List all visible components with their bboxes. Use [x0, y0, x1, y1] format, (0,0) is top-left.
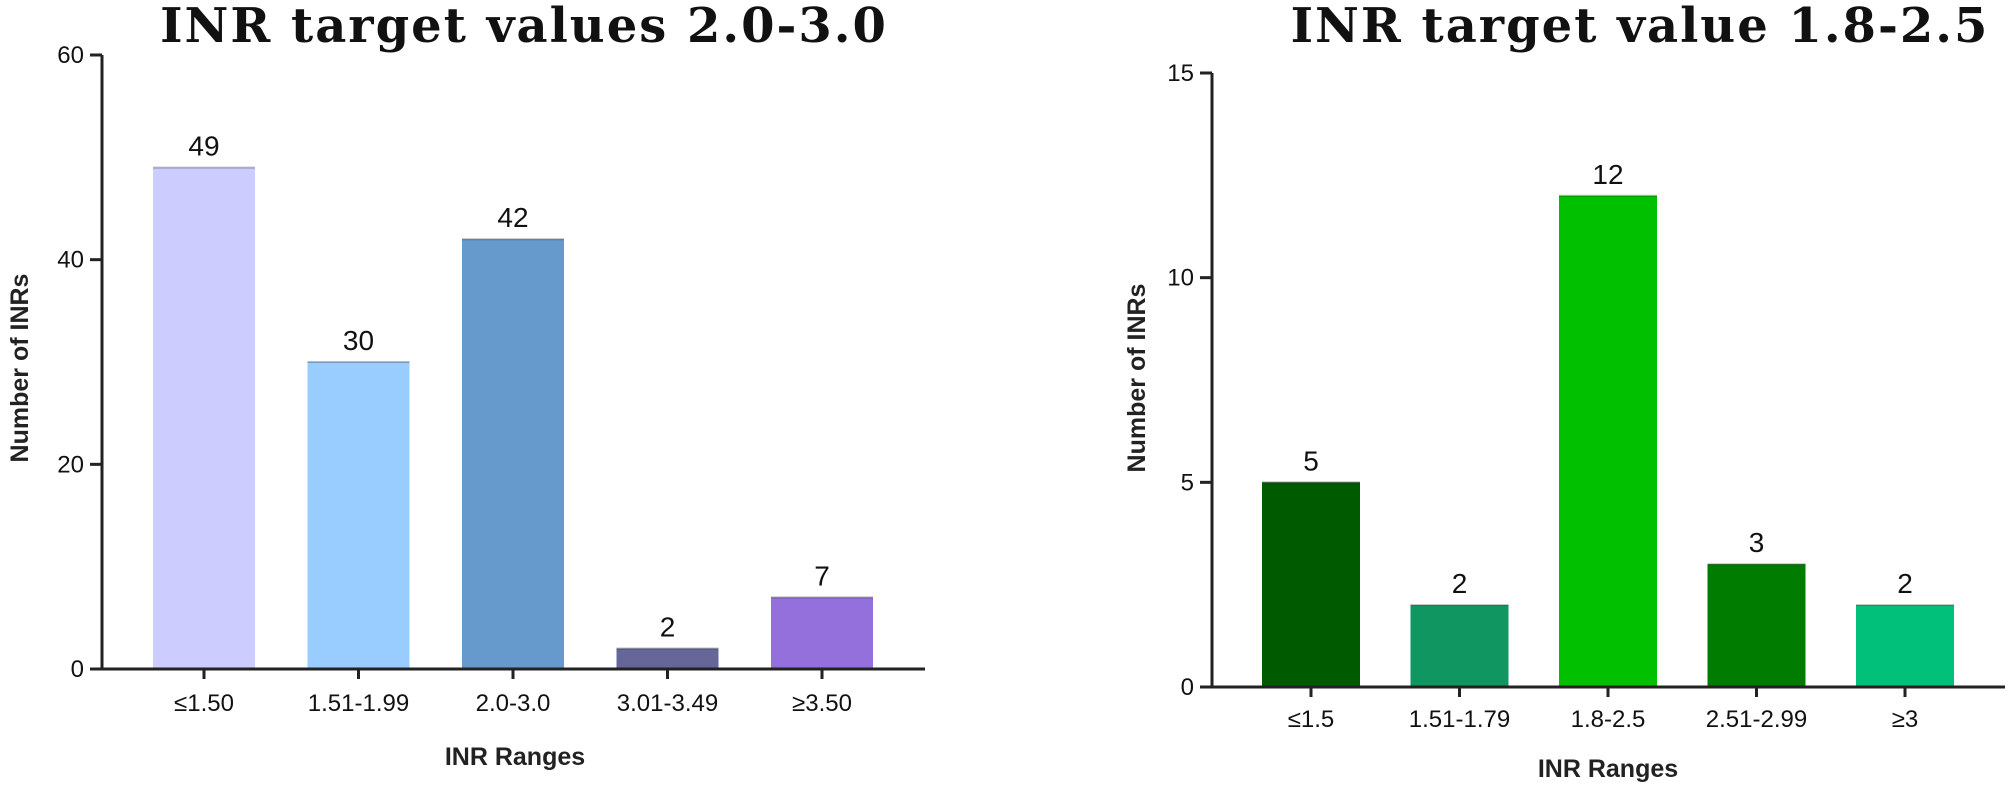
- chart-title: INR target values 2.0-3.0: [160, 0, 888, 54]
- data-label: 49: [188, 131, 219, 162]
- x-tick-label: 1.8-2.5: [1571, 706, 1646, 733]
- y-tick-label: 20: [57, 451, 84, 478]
- bar: [1707, 564, 1806, 687]
- data-label: 3: [1749, 527, 1765, 558]
- data-label: 42: [497, 202, 528, 233]
- bar: [1856, 605, 1954, 687]
- data-label: 2: [660, 612, 676, 643]
- axes: [100, 55, 925, 671]
- data-label: 30: [343, 325, 374, 356]
- x-tick-label: ≤1.50: [174, 690, 234, 717]
- bars: [153, 166, 873, 670]
- bar: [616, 648, 719, 669]
- data-labels: 5 2 12 3 2: [1303, 159, 1913, 599]
- bars: [1262, 194, 1954, 688]
- y-tick-label: 10: [1167, 265, 1194, 292]
- x-ticks: ≤1.50 1.51-1.99 2.0-3.0 3.01-3.49 ≥3.50: [174, 669, 852, 717]
- y-tick-label: 0: [1181, 674, 1194, 701]
- y-tick-label: 15: [1167, 60, 1194, 87]
- axes: [1210, 73, 2005, 689]
- data-label: 2: [1897, 568, 1913, 599]
- data-label: 2: [1452, 568, 1468, 599]
- bar: [771, 597, 873, 669]
- y-tick-label: 60: [57, 42, 84, 69]
- bar: [307, 362, 410, 669]
- x-tick-label: 1.51-1.79: [1409, 706, 1510, 733]
- data-label: 7: [814, 560, 830, 591]
- chart-title: INR target value 1.8-2.5: [1291, 0, 1990, 54]
- x-tick-label: 2.51-2.99: [1706, 706, 1807, 733]
- y-ticks: 0 5 10 15: [1167, 60, 1212, 701]
- x-axis-label: INR Ranges: [445, 743, 585, 771]
- x-tick-label: 1.51-1.99: [308, 690, 409, 717]
- y-axis-label: Number of INRs: [1123, 284, 1151, 473]
- x-tick-label: ≥3.50: [792, 690, 852, 717]
- x-axis-label: INR Ranges: [1538, 755, 1678, 783]
- y-tick-label: 40: [57, 247, 84, 274]
- y-axis-label: Number of INRs: [6, 274, 34, 463]
- data-label: 12: [1592, 159, 1623, 190]
- bar: [1559, 195, 1657, 688]
- x-tick-label: ≥3: [1892, 706, 1919, 733]
- x-tick-label: 3.01-3.49: [617, 690, 718, 717]
- x-tick-label: 2.0-3.0: [476, 690, 551, 717]
- data-labels: 49 30 42 2 7: [188, 131, 829, 643]
- x-tick-label: ≤1.5: [1288, 706, 1335, 733]
- bar: [1410, 605, 1509, 687]
- data-label: 5: [1303, 445, 1319, 476]
- y-ticks: 0 20 40 60: [57, 42, 102, 683]
- bar: [153, 167, 255, 670]
- x-ticks: ≤1.5 1.51-1.79 1.8-2.5 2.51-2.99 ≥3: [1288, 687, 1919, 733]
- bar: [1262, 482, 1360, 687]
- bar: [462, 239, 564, 669]
- y-tick-label: 5: [1181, 469, 1194, 496]
- chart-inr-1-8-2-5: INR target value 1.8-2.5 Number of INRs …: [1123, 0, 2005, 783]
- chart-inr-2-3: INR target values 2.0-3.0 Number of INRs…: [6, 0, 925, 771]
- y-tick-label: 0: [71, 656, 84, 683]
